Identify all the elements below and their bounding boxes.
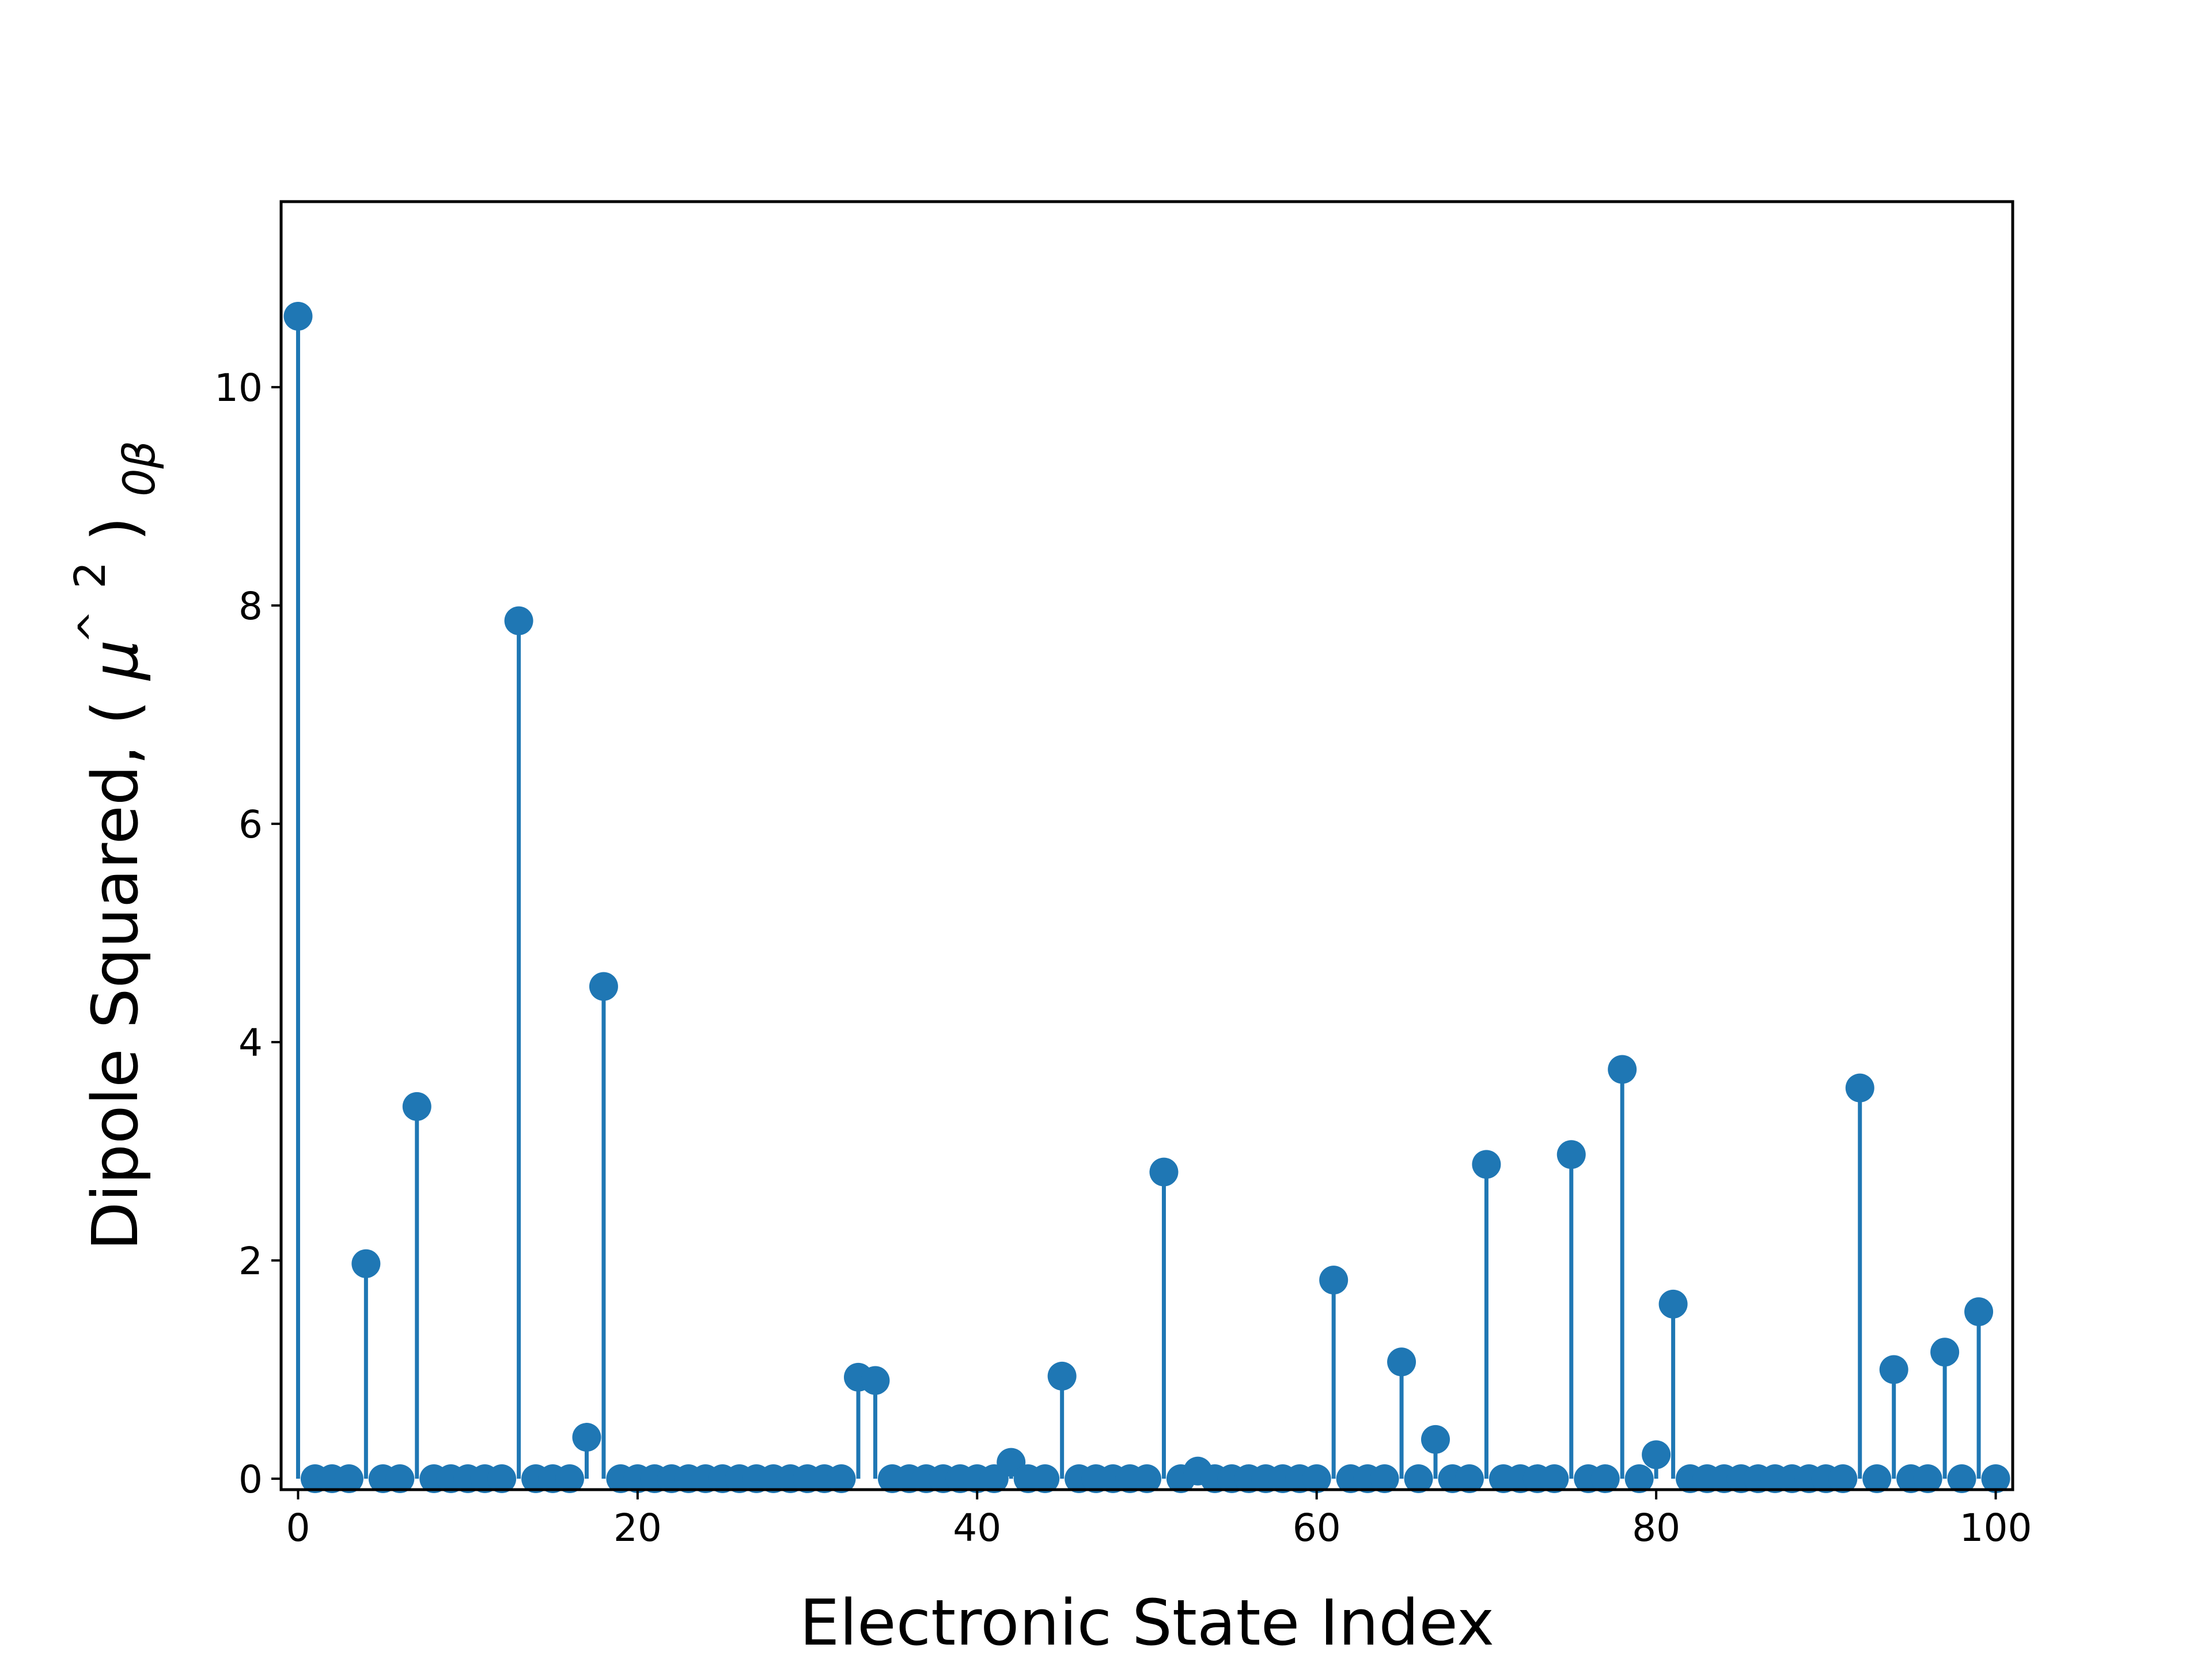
data-point-7 [402,1092,431,1121]
y-axis-label-paren-open: ( [78,700,152,725]
data-point-77 [1590,1464,1620,1494]
x-axis-ticks: 0 20 40 60 80 100 [286,1490,2032,1550]
data-point-34 [861,1366,890,1395]
data-point-16 [555,1464,584,1494]
data-point-0 [283,301,313,331]
data-point-94 [1879,1355,1908,1384]
data-point-92 [1845,1073,1874,1103]
y-axis-label-hat: ^ [70,610,117,644]
y-tick-label-6: 6 [238,802,263,847]
data-point-32 [827,1464,856,1494]
x-axis-label: Electronic State Index [800,1586,1494,1659]
y-axis-label-mu: μ [78,639,152,681]
data-point-45 [1047,1361,1077,1391]
y-tick-label-2: 2 [238,1239,263,1283]
data-point-69 [1455,1464,1484,1494]
data-point-3 [334,1464,363,1494]
y-axis-label-power: 2 [66,562,115,589]
data-point-44 [1031,1464,1060,1494]
data-point-91 [1828,1464,1858,1494]
y-axis-ticks: 0 2 4 6 8 10 [214,366,281,1502]
x-tick-label-100: 100 [1960,1506,2032,1550]
y-axis-label-subscript: 0β [113,441,165,497]
y-axis-label: Dipole Squared, ( μ ^ 2 ) 0β [46,441,165,1251]
data-point-81 [1658,1289,1688,1319]
data-point-66 [1404,1464,1433,1494]
data-point-79 [1624,1464,1654,1494]
x-tick-label-0: 0 [286,1506,310,1550]
y-axis-label-text: Dipole Squared, [78,725,152,1251]
y-axis-label-paren-close: ) [78,517,152,541]
x-tick-label-40: 40 [953,1506,1001,1550]
data-point-13 [504,606,533,635]
y-tick-label-0: 0 [238,1457,263,1502]
data-point-80 [1642,1440,1671,1469]
data-markers [283,301,2010,1494]
data-point-97 [1930,1338,1960,1367]
data-point-99 [1964,1297,1994,1327]
data-point-50 [1132,1464,1161,1494]
data-point-64 [1370,1464,1399,1494]
data-point-75 [1556,1140,1586,1169]
data-point-6 [385,1464,415,1494]
stem-lines [296,316,1981,1479]
data-point-96 [1913,1464,1942,1494]
data-point-12 [487,1464,517,1494]
data-point-93 [1862,1464,1892,1494]
data-point-98 [1947,1464,1976,1494]
data-point-70 [1472,1150,1501,1179]
plot-frame [279,200,2014,1491]
x-tick-label-20: 20 [613,1506,662,1550]
data-point-4 [351,1249,381,1278]
y-tick-label-8: 8 [238,584,263,628]
data-point-67 [1421,1425,1450,1454]
data-point-65 [1387,1347,1416,1377]
data-point-61 [1319,1266,1349,1295]
data-point-17 [572,1423,601,1452]
data-point-51 [1149,1157,1179,1187]
y-tick-label-4: 4 [238,1021,263,1065]
x-tick-label-80: 80 [1632,1506,1680,1550]
data-point-100 [1981,1464,2010,1494]
data-point-78 [1608,1055,1637,1084]
x-tick-label-60: 60 [1293,1506,1341,1550]
data-point-18 [589,972,618,1001]
y-tick-label-10: 10 [214,366,263,410]
data-point-74 [1540,1464,1569,1494]
data-point-60 [1302,1464,1331,1494]
